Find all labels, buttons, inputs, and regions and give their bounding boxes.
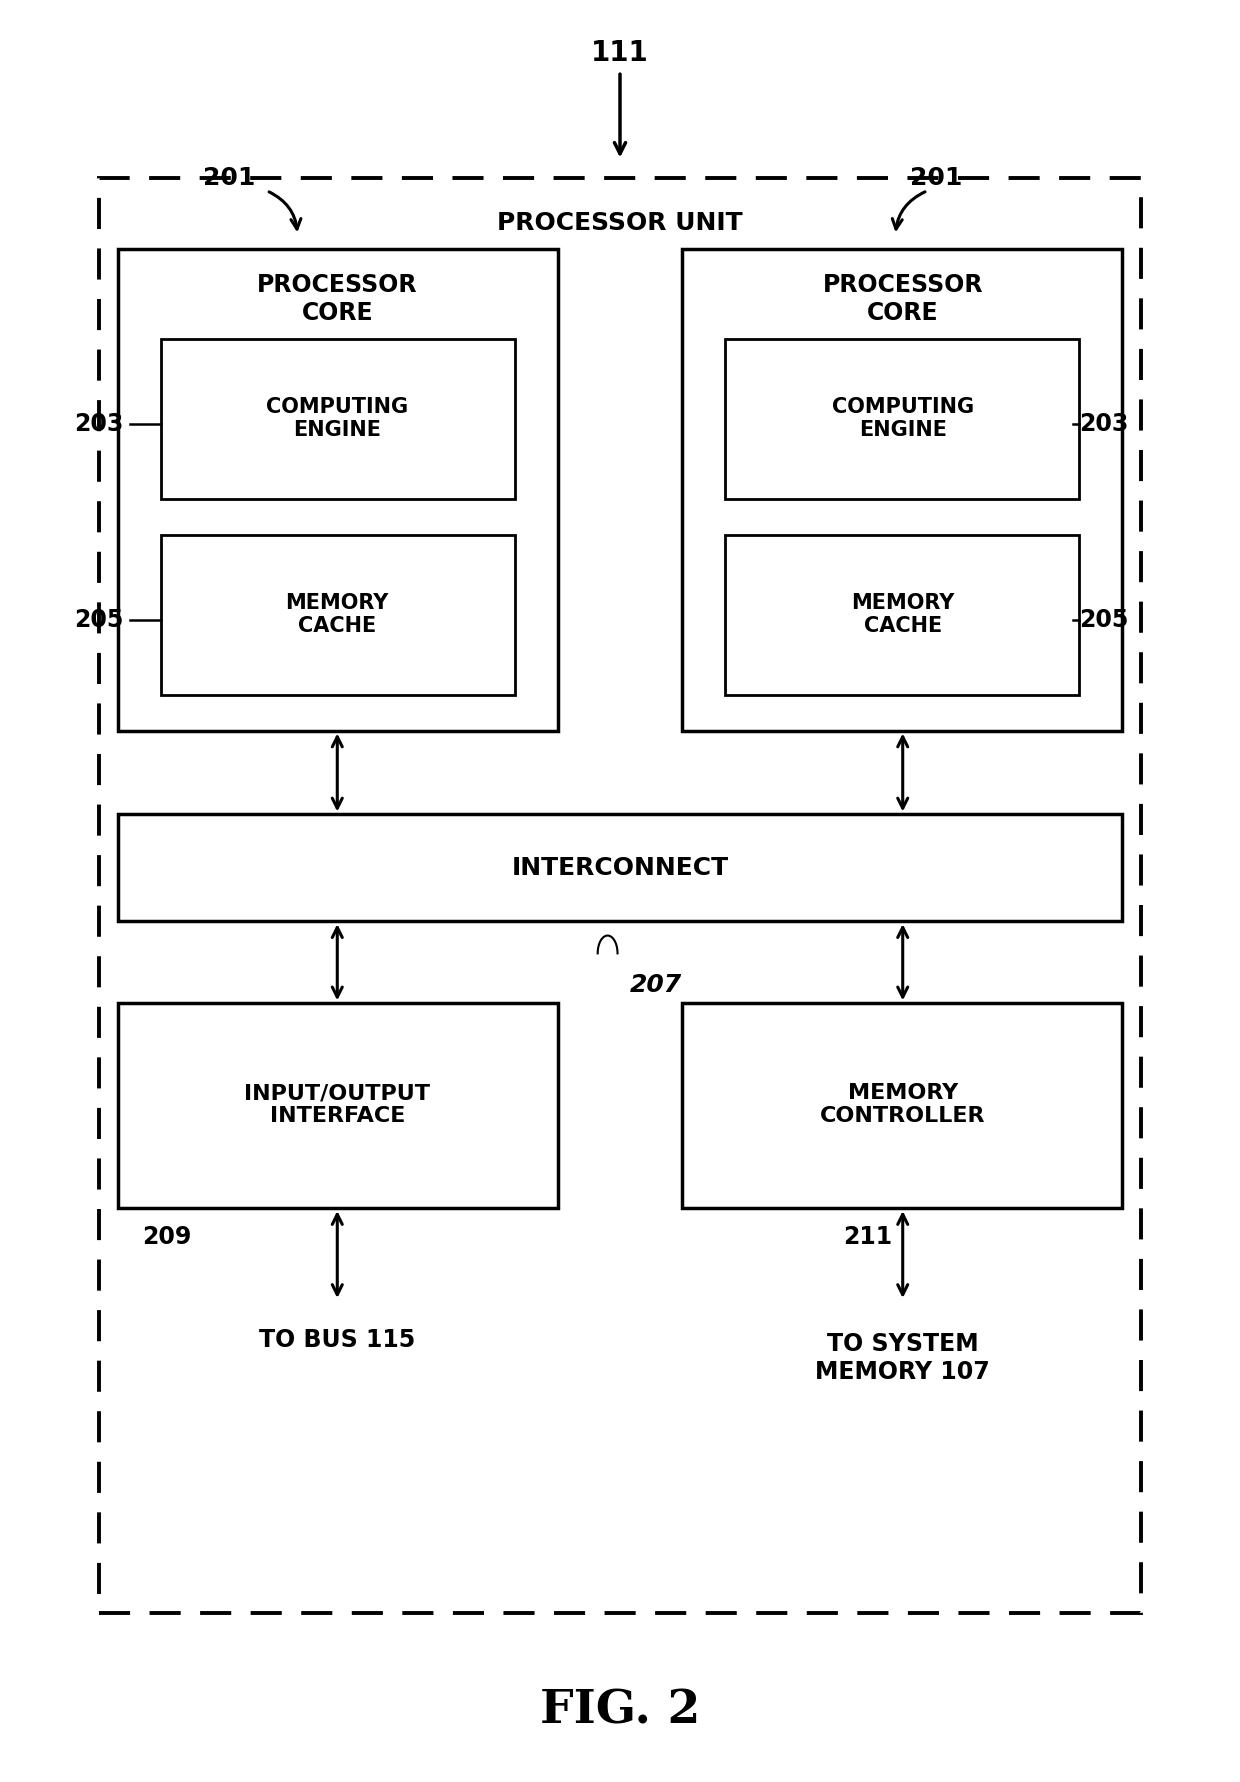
Text: 203: 203 xyxy=(74,412,124,437)
Bar xyxy=(682,249,1122,731)
Bar xyxy=(725,339,1079,499)
Bar xyxy=(161,535,515,695)
Text: FIG. 2: FIG. 2 xyxy=(539,1688,701,1734)
Text: 203: 203 xyxy=(1079,412,1128,437)
Text: INTERCONNECT: INTERCONNECT xyxy=(511,855,729,880)
Text: 209: 209 xyxy=(143,1224,192,1249)
Text: MEMORY
CACHE: MEMORY CACHE xyxy=(851,593,955,636)
Text: INPUT/OUTPUT
INTERFACE: INPUT/OUTPUT INTERFACE xyxy=(244,1083,430,1126)
Text: PROCESSOR
CORE: PROCESSOR CORE xyxy=(822,273,983,326)
Text: 201: 201 xyxy=(203,166,255,191)
Text: PROCESSOR
CORE: PROCESSOR CORE xyxy=(257,273,418,326)
Text: 201: 201 xyxy=(910,166,962,191)
Text: 207: 207 xyxy=(630,973,682,998)
Bar xyxy=(161,339,515,499)
Text: 205: 205 xyxy=(1079,608,1128,633)
Bar xyxy=(118,814,1122,921)
Text: COMPUTING
ENGINE: COMPUTING ENGINE xyxy=(267,397,408,440)
Text: MEMORY
CACHE: MEMORY CACHE xyxy=(285,593,389,636)
Bar xyxy=(118,249,558,731)
Bar xyxy=(725,535,1079,695)
Text: PROCESSOR UNIT: PROCESSOR UNIT xyxy=(497,210,743,235)
Text: MEMORY
CONTROLLER: MEMORY CONTROLLER xyxy=(820,1083,986,1126)
Text: 111: 111 xyxy=(591,39,649,68)
Text: TO SYSTEM
MEMORY 107: TO SYSTEM MEMORY 107 xyxy=(816,1331,990,1385)
Text: TO BUS 115: TO BUS 115 xyxy=(259,1328,415,1353)
Text: COMPUTING
ENGINE: COMPUTING ENGINE xyxy=(832,397,973,440)
Bar xyxy=(682,1003,1122,1208)
Text: 211: 211 xyxy=(843,1224,893,1249)
Bar xyxy=(118,1003,558,1208)
Bar xyxy=(99,178,1141,1613)
Text: 205: 205 xyxy=(74,608,124,633)
